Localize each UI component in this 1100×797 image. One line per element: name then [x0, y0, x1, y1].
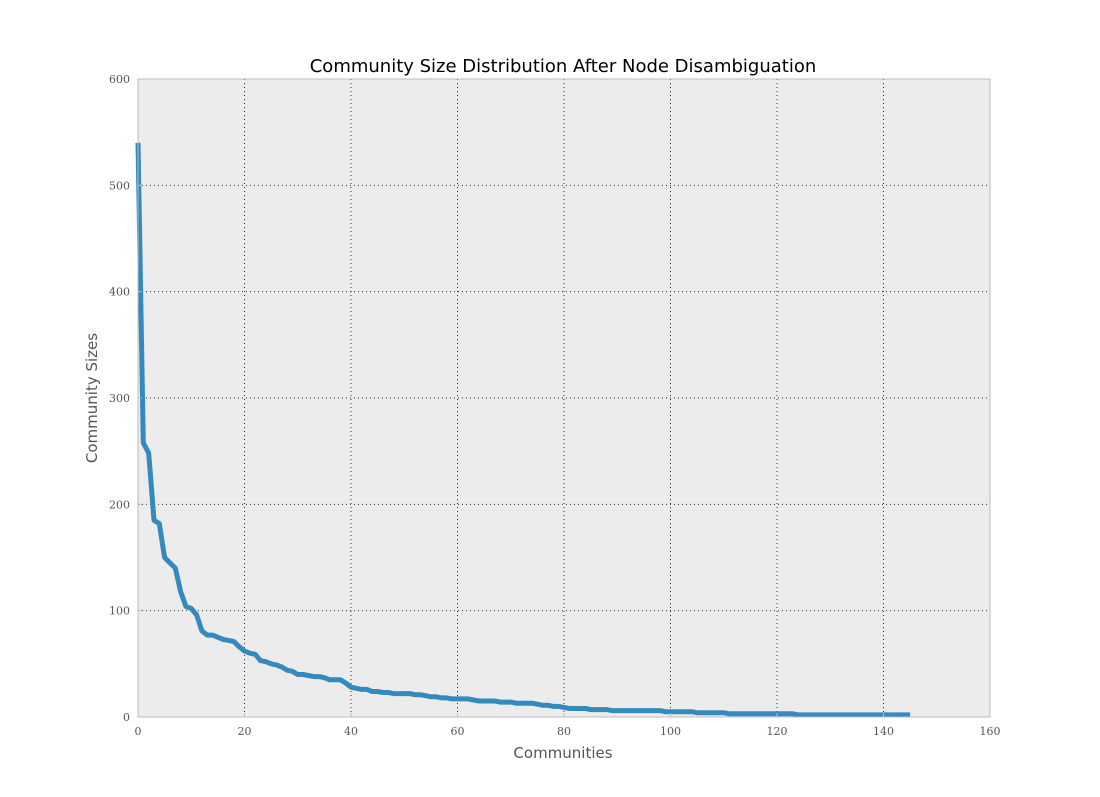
- y-tick-label: 600: [109, 73, 130, 86]
- y-axis-label: Community Sizes: [83, 333, 101, 463]
- chart-title: Community Size Distribution After Node D…: [310, 56, 817, 77]
- x-tick-label: 160: [980, 725, 1001, 738]
- y-tick-label: 0: [123, 711, 130, 724]
- plot-area: [138, 79, 990, 717]
- y-tick-label: 500: [109, 179, 130, 192]
- x-tick-label: 100: [660, 725, 681, 738]
- x-tick-label: 40: [344, 725, 358, 738]
- community-size-line: [135, 142, 911, 718]
- y-tick-label: 300: [109, 392, 130, 405]
- x-tick-label: 120: [767, 725, 788, 738]
- axis-ticks: 0 20 40 60 80 100 120 140 160 0 100 200 300 400 500 600: [109, 73, 1001, 738]
- x-tick-label: 60: [451, 725, 465, 738]
- x-tick-label: 140: [873, 725, 894, 738]
- y-tick-label: 100: [109, 605, 130, 618]
- x-axis-label: Communities: [513, 744, 612, 762]
- x-tick-label: 20: [238, 725, 252, 738]
- x-tick-label: 80: [557, 725, 571, 738]
- x-tick-label: 0: [135, 725, 142, 738]
- y-tick-label: 200: [109, 498, 130, 511]
- y-tick-label: 400: [109, 286, 130, 299]
